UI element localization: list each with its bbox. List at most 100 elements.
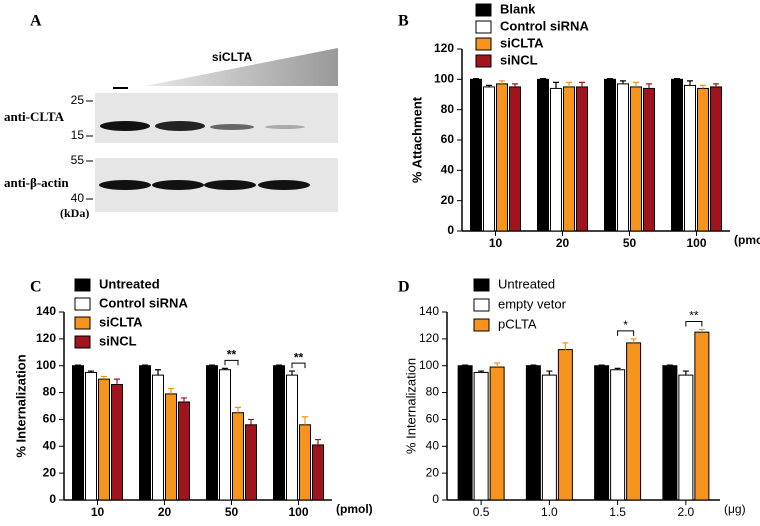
y-tick-label: 0 <box>447 223 454 237</box>
error-bar <box>473 77 479 80</box>
error-bar <box>713 83 719 87</box>
bar <box>111 384 123 501</box>
error-bar <box>540 77 546 80</box>
error-bar <box>687 80 693 86</box>
chart-panel: C % Internalization 0 20 40 60 80 100 120 140 (pmo… <box>13 276 372 519</box>
error-bar <box>499 80 505 84</box>
y-tick-label: 80 <box>43 385 57 399</box>
marker-label: 40 <box>71 191 85 205</box>
x-tick-label: 1.5 <box>609 505 626 519</box>
bar <box>299 424 311 501</box>
y-tick-label: 0 <box>49 492 56 506</box>
y-tick-label: 60 <box>441 132 455 146</box>
bar <box>312 444 324 501</box>
y-axis-label: % Internalization <box>13 354 28 457</box>
y-tick-label: 140 <box>36 304 56 318</box>
antibody-label: anti-β-actin <box>4 175 69 190</box>
error-bar <box>620 80 626 84</box>
bar <box>232 412 244 501</box>
treatment-label: siCLTA <box>212 50 253 64</box>
y-tick-label: 80 <box>426 385 440 399</box>
bar <box>576 86 588 232</box>
y-tick-label: 140 <box>419 304 439 318</box>
y-tick-label: 100 <box>419 358 439 372</box>
y-tick-label: 100 <box>434 72 454 86</box>
legend-swatch <box>473 318 490 332</box>
significance-bracket <box>291 362 306 369</box>
significance-label: ** <box>689 309 699 323</box>
error-bar <box>553 81 559 89</box>
error-bar <box>530 364 537 366</box>
x-tick-label: 10 <box>489 236 503 250</box>
error-bar <box>142 364 148 366</box>
error-bar <box>546 370 553 376</box>
error-bar <box>222 367 228 370</box>
legend-label: Blank <box>500 1 536 16</box>
x-unit-label: (pmol) <box>336 502 373 516</box>
bar <box>550 87 562 232</box>
bar <box>678 374 694 501</box>
bar <box>525 365 541 501</box>
bar <box>178 401 190 501</box>
error-bar <box>630 338 637 343</box>
bar <box>710 86 722 232</box>
error-bar <box>646 83 652 89</box>
x-tick-label: 20 <box>556 236 570 250</box>
bar <box>684 84 696 232</box>
error-bar <box>302 416 308 425</box>
legend-label: Control siRNA <box>500 18 589 33</box>
marker-ticks <box>86 100 93 200</box>
legend-swatch <box>74 316 91 330</box>
band <box>265 125 305 129</box>
bar <box>617 83 629 232</box>
legend-label: siNCL <box>500 52 538 67</box>
bar <box>694 331 710 501</box>
error-bar <box>168 387 174 394</box>
y-tick-label: 20 <box>441 193 455 207</box>
error-bar <box>486 84 492 87</box>
error-bar <box>607 77 613 80</box>
x-tick-label: 1.0 <box>541 505 558 519</box>
chart-panel: D % Internalization 0 20 40 60 80 100 120 140 (μg)… <box>398 276 746 519</box>
error-bar <box>494 362 501 368</box>
band <box>99 180 151 190</box>
band <box>100 121 150 131</box>
error-bar <box>114 378 120 385</box>
y-tick-label: 40 <box>426 438 440 452</box>
bar <box>557 349 573 501</box>
bar <box>72 365 84 501</box>
y-axis-label: % Attachment <box>409 96 424 183</box>
blot-strip <box>95 93 338 143</box>
bar <box>470 78 482 232</box>
panel-letter: D <box>398 279 410 296</box>
legend-label: Untreated <box>99 276 160 291</box>
error-bar <box>614 367 621 370</box>
legend-swatch <box>475 20 492 34</box>
bar <box>604 78 616 232</box>
error-bar <box>562 342 569 350</box>
bar <box>509 86 521 232</box>
band <box>152 180 204 190</box>
error-bar <box>512 83 518 87</box>
gradient-triangle <box>145 48 338 86</box>
y-tick-label: 0 <box>432 492 439 506</box>
bar <box>537 78 549 232</box>
x-tick-label: 10 <box>91 505 105 519</box>
legend-swatch <box>74 335 91 349</box>
x-tick-label: 100 <box>288 505 308 519</box>
bar <box>671 78 683 232</box>
bar <box>489 366 505 501</box>
band <box>155 121 205 131</box>
y-tick-label: 40 <box>441 163 455 177</box>
legend-swatch <box>473 278 490 292</box>
blot-panel: A siCLTA anti-CLTA anti-β-actin 25 15 55… <box>4 13 338 220</box>
legend-label: Control siRNA <box>99 295 188 310</box>
bar <box>643 87 655 232</box>
significance-label: * <box>623 318 628 332</box>
marker-label: 15 <box>71 128 85 142</box>
bar <box>483 86 495 232</box>
band <box>204 180 256 190</box>
error-bar <box>101 375 107 380</box>
y-tick-label: 100 <box>36 358 56 372</box>
